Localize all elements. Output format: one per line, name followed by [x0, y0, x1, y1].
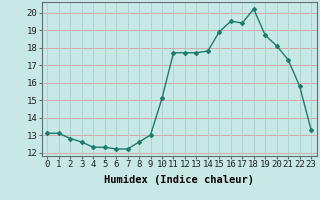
X-axis label: Humidex (Indice chaleur): Humidex (Indice chaleur): [104, 175, 254, 185]
